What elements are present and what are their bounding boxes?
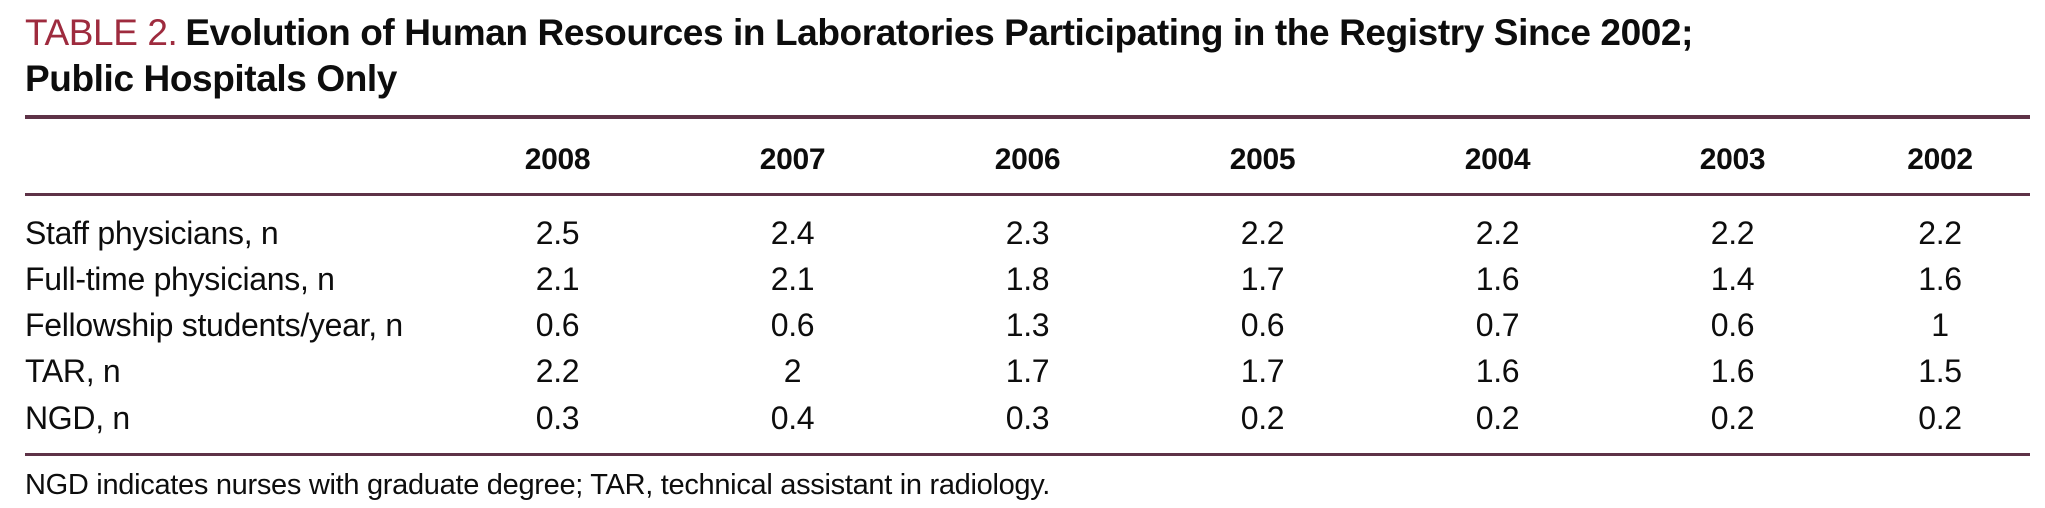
table-row-full-time-physicians: Full-time physicians, n 2.1 2.1 1.8 1.7 … xyxy=(25,256,2030,302)
row-label: Staff physicians, n xyxy=(25,214,279,251)
table-row-tar: TAR, n 2.2 2 1.7 1.7 1.6 1.6 1.5 xyxy=(25,348,2030,394)
table-cell: 2.2 xyxy=(1918,214,1962,251)
column-header-year-2003: 2003 xyxy=(1615,118,1850,196)
row-label: TAR, n xyxy=(25,353,121,390)
table-cell: 1.6 xyxy=(1475,353,1520,390)
table-cell: 1.5 xyxy=(1918,353,1962,390)
table-cell: 2.2 xyxy=(1475,214,1520,251)
table-cell: 2.1 xyxy=(535,260,580,297)
bottom-rule xyxy=(25,452,2030,456)
table-title-text: Evolution of Human Resources in Laborato… xyxy=(25,12,1694,99)
table-number-label: TABLE 2. xyxy=(25,12,178,53)
table-cell: 1.6 xyxy=(1710,353,1755,390)
table-cell: 2.2 xyxy=(1710,214,1755,251)
table-cell: 0.2 xyxy=(1918,399,1962,436)
column-header-year-2004: 2004 xyxy=(1380,118,1615,196)
table-cell: 0.6 xyxy=(535,307,580,344)
table-cell: 0.4 xyxy=(770,399,815,436)
table-cell: 1.6 xyxy=(1918,260,1962,297)
table-cell: 2.2 xyxy=(535,353,580,390)
table-cell: 2.5 xyxy=(535,214,580,251)
row-label: Fellowship students/year, n xyxy=(25,307,403,344)
column-header-empty xyxy=(25,118,440,196)
table-row-staff-physicians: Staff physicians, n 2.5 2.4 2.3 2.2 2.2 … xyxy=(25,194,2030,256)
table-cell: 1.3 xyxy=(1005,307,1050,344)
row-label: Full-time physicians, n xyxy=(25,260,335,297)
table-cell: 0.3 xyxy=(1005,399,1050,436)
table-cell: 1.4 xyxy=(1710,260,1755,297)
data-table: 2008 2007 2006 2005 2004 2003 2002 Staff… xyxy=(25,118,2030,453)
table-row-fellowship-students: Fellowship students/year, n 0.6 0.6 1.3 … xyxy=(25,302,2030,348)
column-header-year-2005: 2005 xyxy=(1145,118,1380,196)
table-cell: 0.7 xyxy=(1475,307,1520,344)
table-cell: 0.2 xyxy=(1240,399,1285,436)
top-rule xyxy=(25,114,2030,119)
table-cell: 2 xyxy=(783,353,802,390)
table-title: TABLE 2. Evolution of Human Resources in … xyxy=(25,10,1785,102)
table-cell: 2.2 xyxy=(1240,214,1285,251)
table-cell: 1.8 xyxy=(1005,260,1050,297)
table-cell: 0.6 xyxy=(1710,307,1755,344)
table-cell: 1.7 xyxy=(1240,260,1285,297)
header-row: 2008 2007 2006 2005 2004 2003 2002 xyxy=(25,118,2030,196)
table-cell: 1 xyxy=(1931,307,1949,344)
table-cell: 0.3 xyxy=(535,399,580,436)
table-cell: 1.6 xyxy=(1475,260,1520,297)
table-row-ngd: NGD, n 0.3 0.4 0.3 0.2 0.2 0.2 0.2 xyxy=(25,395,2030,453)
table-cell: 0.6 xyxy=(1240,307,1285,344)
column-header-year-2008: 2008 xyxy=(440,118,675,196)
column-header-year-2006: 2006 xyxy=(910,118,1145,196)
table-cell: 0.2 xyxy=(1475,399,1520,436)
column-header-year-2007: 2007 xyxy=(675,118,910,196)
table-cell: 1.7 xyxy=(1240,353,1285,390)
table-cell: 2.1 xyxy=(770,260,815,297)
table-cell: 1.7 xyxy=(1005,353,1050,390)
row-label: NGD, n xyxy=(25,399,130,436)
table-cell: 2.3 xyxy=(1005,214,1050,251)
column-header-year-2002: 2002 xyxy=(1850,118,2030,196)
table-cell: 0.2 xyxy=(1710,399,1755,436)
table-cell: 2.4 xyxy=(770,214,815,251)
table-cell: 0.6 xyxy=(770,307,815,344)
table-footnote: NGD indicates nurses with graduate degre… xyxy=(25,468,1051,501)
